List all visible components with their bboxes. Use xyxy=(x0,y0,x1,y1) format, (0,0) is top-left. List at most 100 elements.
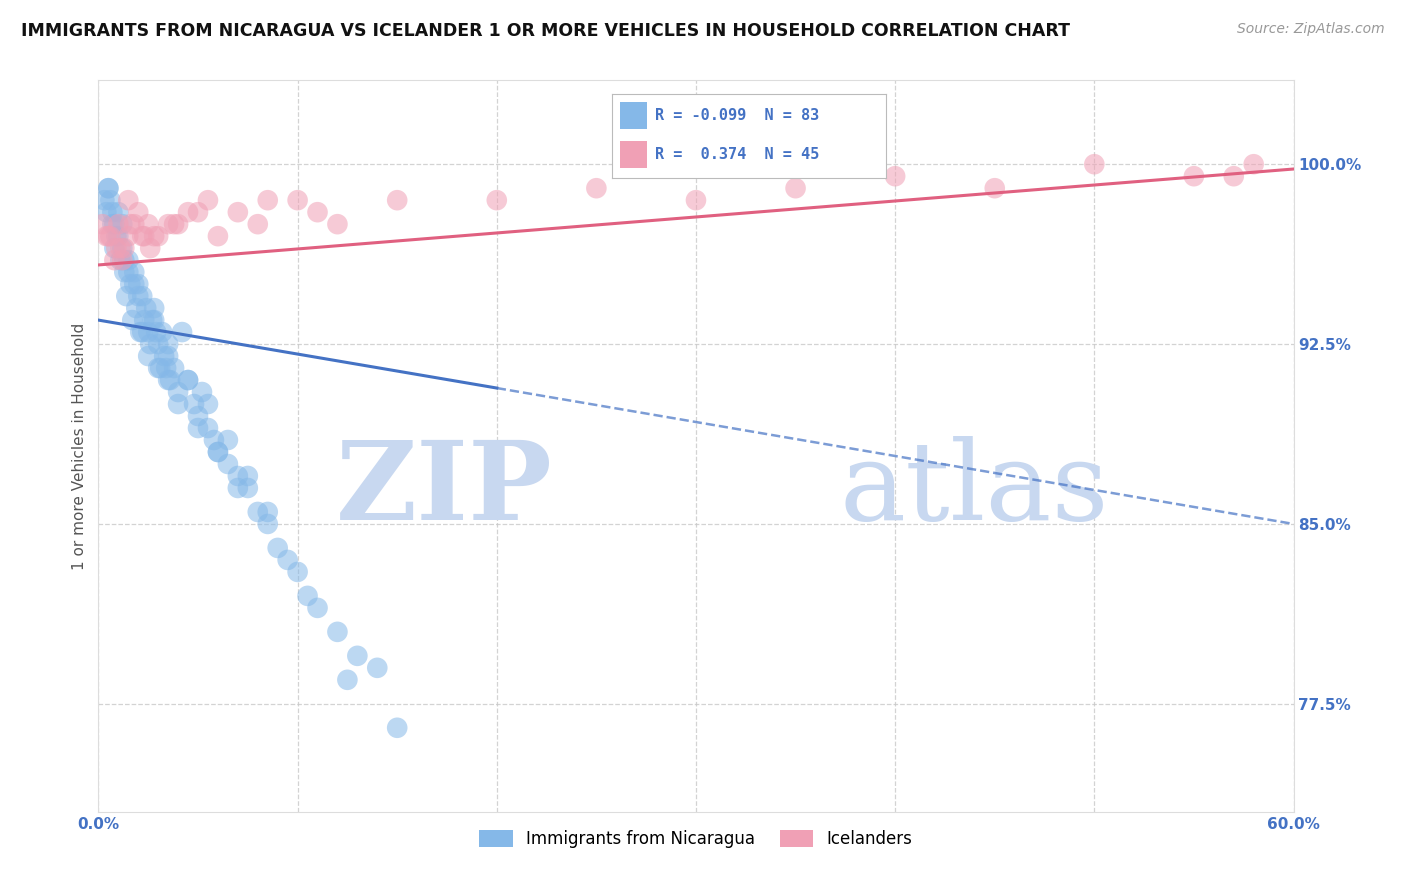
Point xyxy=(111,217,134,231)
Text: atlas: atlas xyxy=(839,436,1109,543)
Point xyxy=(103,217,125,231)
Point xyxy=(1243,157,1265,171)
Point xyxy=(297,589,319,603)
Point xyxy=(143,301,166,315)
Point xyxy=(127,277,149,292)
Point xyxy=(217,457,239,471)
Point xyxy=(103,253,125,268)
Point xyxy=(148,361,170,376)
Point xyxy=(117,193,139,207)
Point xyxy=(172,325,194,339)
Point xyxy=(167,397,190,411)
Point xyxy=(207,445,229,459)
Point xyxy=(157,337,180,351)
Point xyxy=(117,265,139,279)
Point xyxy=(326,217,349,231)
Point xyxy=(124,265,146,279)
Point xyxy=(107,217,129,231)
Point xyxy=(105,229,128,244)
Point xyxy=(97,181,120,195)
Point xyxy=(207,445,229,459)
Point xyxy=(148,337,170,351)
Text: ZIP: ZIP xyxy=(336,436,553,543)
Point xyxy=(139,241,162,255)
Point xyxy=(187,205,209,219)
Point xyxy=(287,193,309,207)
Point xyxy=(153,349,176,363)
Point xyxy=(1083,157,1105,171)
Point xyxy=(183,397,205,411)
Point xyxy=(120,217,142,231)
Text: R =  0.374  N = 45: R = 0.374 N = 45 xyxy=(655,147,820,162)
Point xyxy=(117,253,139,268)
Point xyxy=(277,553,299,567)
Point xyxy=(236,469,259,483)
Point xyxy=(287,565,309,579)
Point xyxy=(107,229,129,244)
Point xyxy=(155,361,177,376)
Point xyxy=(139,337,162,351)
Point xyxy=(197,397,219,411)
Bar xyxy=(620,141,647,169)
Point xyxy=(246,217,269,231)
Point xyxy=(585,181,607,195)
Point xyxy=(217,433,239,447)
Point xyxy=(984,181,1007,195)
Point xyxy=(124,217,146,231)
Point xyxy=(246,505,269,519)
Bar xyxy=(620,103,647,129)
Point xyxy=(143,229,166,244)
Point xyxy=(197,193,219,207)
Point xyxy=(148,229,170,244)
Point xyxy=(97,181,120,195)
Point xyxy=(117,229,139,244)
Text: Source: ZipAtlas.com: Source: ZipAtlas.com xyxy=(1237,22,1385,37)
Point xyxy=(226,481,249,495)
Point xyxy=(131,289,153,303)
Point xyxy=(150,325,173,339)
Point xyxy=(134,313,156,327)
Point xyxy=(111,241,134,255)
Point xyxy=(256,505,278,519)
Point xyxy=(105,241,128,255)
Point xyxy=(124,277,146,292)
Point xyxy=(103,241,125,255)
Point xyxy=(107,205,129,219)
Point xyxy=(115,289,138,303)
Point xyxy=(177,205,200,219)
Point xyxy=(136,325,159,339)
Y-axis label: 1 or more Vehicles in Household: 1 or more Vehicles in Household xyxy=(72,322,87,570)
Point xyxy=(163,217,186,231)
Point xyxy=(346,648,368,663)
Point xyxy=(135,301,157,315)
Point xyxy=(197,421,219,435)
Point xyxy=(207,229,229,244)
Point xyxy=(125,301,148,315)
Point xyxy=(157,373,180,387)
Point xyxy=(93,193,115,207)
Text: IMMIGRANTS FROM NICARAGUA VS ICELANDER 1 OR MORE VEHICLES IN HOUSEHOLD CORRELATI: IMMIGRANTS FROM NICARAGUA VS ICELANDER 1… xyxy=(21,22,1070,40)
Point xyxy=(136,349,159,363)
Text: R = -0.099  N = 83: R = -0.099 N = 83 xyxy=(655,108,820,123)
Point xyxy=(187,421,209,435)
Point xyxy=(96,229,118,244)
Point xyxy=(141,313,163,327)
Point xyxy=(307,600,329,615)
Point xyxy=(1223,169,1246,184)
Point xyxy=(177,373,200,387)
Point xyxy=(143,313,166,327)
Point xyxy=(149,361,172,376)
Point xyxy=(187,409,209,423)
Point xyxy=(112,265,135,279)
Point xyxy=(167,385,190,400)
Point xyxy=(326,624,349,639)
Point xyxy=(131,229,153,244)
Point xyxy=(236,481,259,495)
Point xyxy=(110,253,132,268)
Point xyxy=(167,217,190,231)
Point xyxy=(159,373,181,387)
Point xyxy=(157,217,180,231)
Point xyxy=(96,205,118,219)
Point xyxy=(226,205,249,219)
Point xyxy=(101,217,124,231)
